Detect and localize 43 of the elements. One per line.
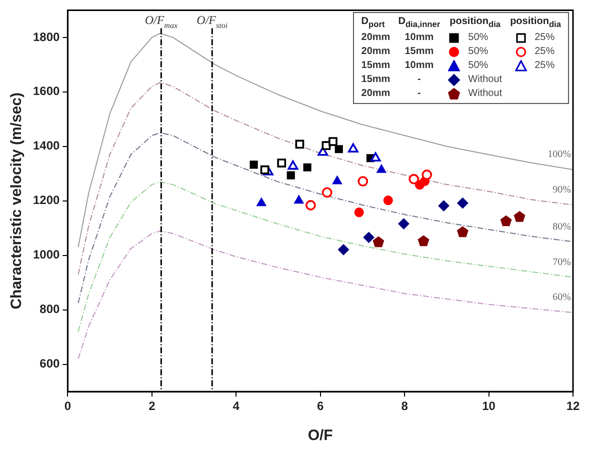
y-tick-label: 1400	[32, 138, 60, 153]
y-tick-label: 1200	[32, 193, 60, 208]
legend-label: 25%	[534, 59, 556, 74]
legend-label: 50%	[467, 59, 490, 74]
legend-label: 50%	[467, 45, 490, 60]
annotation: 20mm	[361, 32, 390, 44]
legend-label: 50%	[467, 31, 490, 46]
annotation: 15mm	[404, 46, 434, 58]
y-tick-label: 1600	[32, 84, 60, 98]
x-axis-title: O/F	[308, 427, 333, 444]
annotation: 15mm	[361, 74, 390, 86]
annotation: D$_{dia,inner}$	[398, 16, 440, 30]
annotation: -	[418, 88, 421, 100]
series-label: 100%	[548, 149, 571, 160]
y-tick-label: 1000	[32, 248, 60, 262]
annotation: position$_{dia}$	[450, 16, 501, 30]
series-label: 70%	[552, 256, 571, 268]
annotation: 10mm	[404, 60, 434, 72]
y-tick-label: 600	[40, 356, 60, 371]
x-tick-label: 12	[566, 399, 580, 414]
legend-label: Without	[467, 73, 504, 88]
x-tick-label: 6	[317, 399, 324, 414]
x-tick-label: 0	[64, 399, 72, 414]
x-tick-label: 10	[482, 399, 496, 414]
series-label: 80%	[552, 221, 571, 232]
annotation: D$_{port}$	[361, 16, 385, 30]
annotation: 10mm	[404, 32, 434, 44]
legend-label: Without	[467, 87, 504, 102]
annotation: 20mm	[361, 88, 390, 100]
x-tick-label: 8	[401, 399, 408, 414]
annotation: -	[418, 74, 421, 86]
y-tick-label: 800	[40, 302, 60, 316]
x-tick-label: 4	[232, 399, 240, 414]
annotation: 20mm	[361, 46, 390, 58]
y-axis-title: Characteristic velocity (m/sec)	[8, 92, 26, 310]
annotation: position$_{dia}$	[510, 16, 561, 30]
annotation: 15mm	[361, 60, 390, 72]
legend-label: 25%	[534, 31, 556, 46]
x-tick-label: 2	[148, 399, 156, 414]
y-tick-label: 1800	[32, 30, 60, 44]
series-label: 60%	[552, 292, 571, 304]
series-label: 90%	[552, 184, 571, 196]
legend-label: 25%	[534, 45, 556, 60]
